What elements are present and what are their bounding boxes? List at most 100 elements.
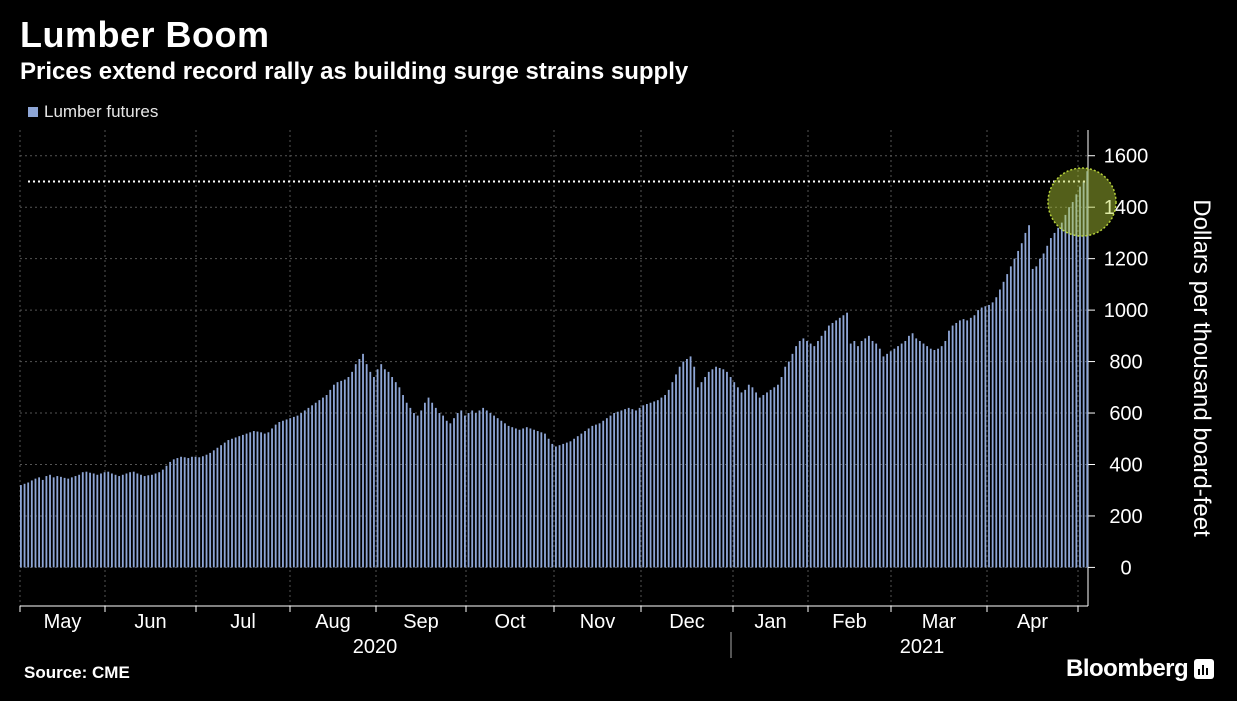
bar — [154, 473, 157, 568]
bar — [591, 425, 594, 568]
bar — [809, 343, 812, 568]
bar — [223, 442, 226, 568]
bar — [1020, 243, 1023, 568]
bar — [394, 382, 397, 568]
bar — [798, 340, 801, 568]
bar — [777, 384, 779, 568]
bar — [740, 392, 743, 568]
bar — [354, 364, 357, 568]
bar — [282, 420, 284, 568]
bar — [944, 340, 947, 568]
bar — [125, 473, 128, 568]
bar — [311, 405, 313, 568]
bar — [373, 377, 375, 568]
bar — [201, 456, 204, 568]
bar — [653, 401, 656, 568]
bar — [722, 369, 725, 568]
bar — [81, 472, 84, 568]
bar — [103, 472, 106, 568]
bar — [889, 351, 892, 568]
bar — [802, 338, 805, 568]
x-tick-label: Jan — [754, 611, 786, 633]
x-tick-label: Aug — [315, 611, 351, 633]
bar — [416, 415, 419, 568]
bar — [187, 458, 190, 568]
bar — [838, 317, 841, 568]
bar — [562, 443, 565, 568]
x-tick-label: Feb — [832, 611, 866, 633]
bar — [729, 377, 732, 568]
bar — [631, 409, 634, 568]
bar — [41, 479, 44, 568]
bar — [460, 410, 463, 568]
bar — [1035, 266, 1038, 568]
bar — [274, 424, 277, 568]
bar — [849, 343, 852, 568]
bar — [711, 369, 714, 568]
bar — [991, 302, 994, 568]
bar — [398, 387, 401, 568]
x-tick-label: Dec — [669, 611, 705, 633]
bar — [726, 371, 728, 568]
bar — [100, 473, 102, 568]
bar — [423, 402, 426, 568]
bar — [307, 407, 310, 568]
bar — [504, 423, 506, 568]
bar — [536, 431, 539, 568]
bar — [245, 433, 248, 568]
y-tick-label: 1000 — [1104, 300, 1149, 322]
bar — [216, 447, 219, 568]
bar — [707, 371, 710, 568]
bar — [161, 469, 164, 568]
y-axis-title: Dollars per thousand board-feet — [1188, 199, 1215, 537]
bar — [645, 404, 648, 568]
bar — [140, 474, 142, 568]
bar — [220, 445, 222, 568]
bar — [951, 325, 954, 568]
bloomberg-logo: Bloomberg — [1066, 655, 1215, 683]
bar — [573, 438, 576, 568]
bar — [929, 348, 932, 568]
bar — [605, 418, 608, 568]
x-tick-label: Jun — [134, 611, 166, 633]
bar — [744, 389, 747, 568]
bar — [806, 340, 808, 568]
bar — [1031, 268, 1034, 568]
bar — [747, 384, 750, 568]
bar — [383, 369, 386, 568]
bar — [613, 413, 616, 568]
bar — [769, 389, 772, 568]
bar — [89, 472, 91, 568]
bar — [318, 400, 321, 568]
bar — [332, 384, 335, 568]
bar — [682, 361, 685, 568]
bar — [1075, 194, 1078, 568]
bar — [92, 473, 95, 568]
bar — [911, 333, 914, 568]
bar — [336, 382, 339, 568]
bar — [795, 346, 798, 568]
bar — [602, 420, 605, 568]
bar — [1064, 214, 1067, 568]
bar — [518, 429, 521, 568]
bar — [23, 483, 26, 568]
x-tick-label: Apr — [1017, 611, 1048, 633]
bar — [1060, 222, 1063, 568]
bar — [893, 348, 896, 568]
bar — [121, 474, 124, 568]
bar — [867, 335, 870, 568]
bar — [751, 387, 754, 568]
bar — [522, 428, 525, 568]
bar — [347, 377, 350, 568]
bar — [132, 471, 135, 568]
bar — [322, 397, 324, 568]
bar — [624, 409, 626, 568]
bar — [493, 415, 495, 568]
bar — [598, 423, 601, 568]
bar — [969, 317, 972, 568]
bar — [489, 413, 492, 568]
bar — [496, 418, 499, 568]
bar — [514, 428, 517, 568]
bar — [180, 456, 182, 568]
y-tick-label: 1400 — [1104, 197, 1149, 219]
